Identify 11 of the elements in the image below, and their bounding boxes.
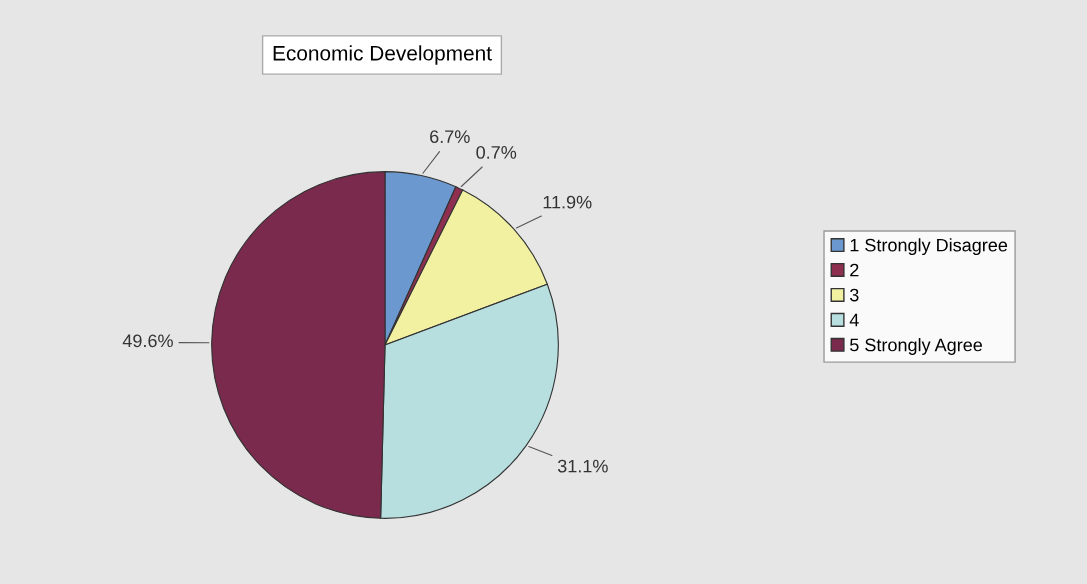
data-label: 31.1% — [557, 459, 608, 473]
data-label: 49.6% — [122, 334, 173, 348]
legend-label: 2 — [850, 263, 859, 277]
legend-label: 1 Strongly Disagree — [850, 238, 1008, 256]
legend-label: 4 — [849, 313, 859, 327]
data-label: 11.9% — [543, 195, 592, 209]
data-label: 0.7% — [476, 146, 517, 159]
legend-label: 5 Strongly Agree — [850, 338, 982, 355]
data-label: 6.7% — [430, 130, 470, 144]
chart-title: Economic Development — [273, 45, 492, 65]
legend-label: 3 — [849, 288, 859, 302]
